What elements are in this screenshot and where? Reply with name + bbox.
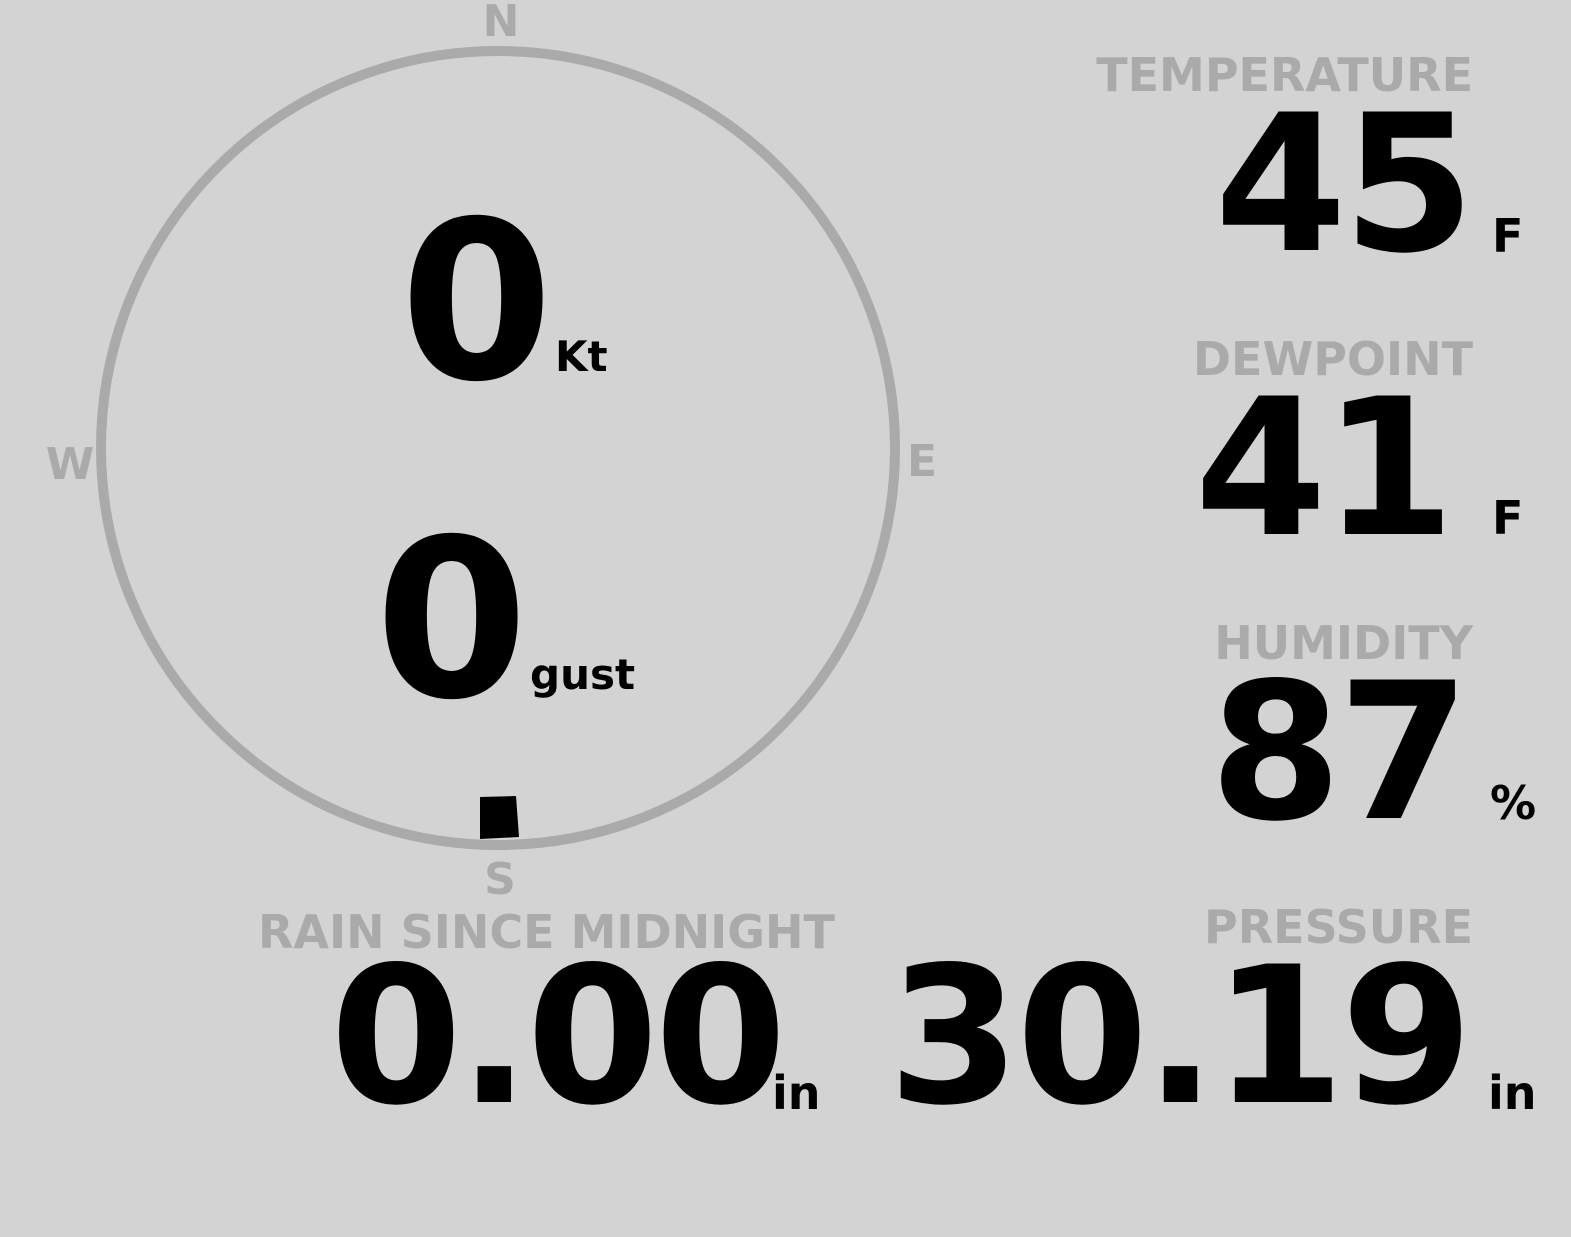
humidity-value: 87 — [1209, 642, 1470, 863]
dewpoint-value: 41 — [1194, 358, 1455, 579]
wind-direction-marker — [480, 796, 519, 839]
pressure-label: PRESSURE — [1204, 900, 1473, 954]
wind-gust-value: 0 — [375, 492, 528, 748]
compass-west-label: W — [45, 439, 95, 490]
rain-unit: in — [772, 1066, 821, 1120]
compass-east-label: E — [906, 436, 938, 487]
wind-speed-value: 0 — [400, 174, 553, 430]
dewpoint-unit: F — [1492, 491, 1524, 545]
pressure-unit: in — [1488, 1066, 1537, 1120]
compass-north-label: N — [482, 0, 520, 47]
compass-south-label: S — [484, 854, 516, 905]
pressure-value: 30.19 — [888, 926, 1473, 1147]
wind-gust-unit: gust — [530, 650, 636, 699]
compass-ring — [96, 46, 900, 850]
humidity-unit: % — [1490, 776, 1537, 830]
rain-label: RAIN SINCE MIDNIGHT — [258, 905, 835, 959]
rain-value: 0.00 — [330, 926, 787, 1147]
dewpoint-label: DEWPOINT — [1192, 332, 1473, 386]
temperature-label: TEMPERATURE — [1096, 48, 1473, 102]
humidity-label: HUMIDITY — [1214, 616, 1473, 670]
temperature-value: 45 — [1214, 74, 1475, 295]
wind-speed-unit: Kt — [555, 332, 608, 381]
temperature-unit: F — [1492, 209, 1524, 263]
